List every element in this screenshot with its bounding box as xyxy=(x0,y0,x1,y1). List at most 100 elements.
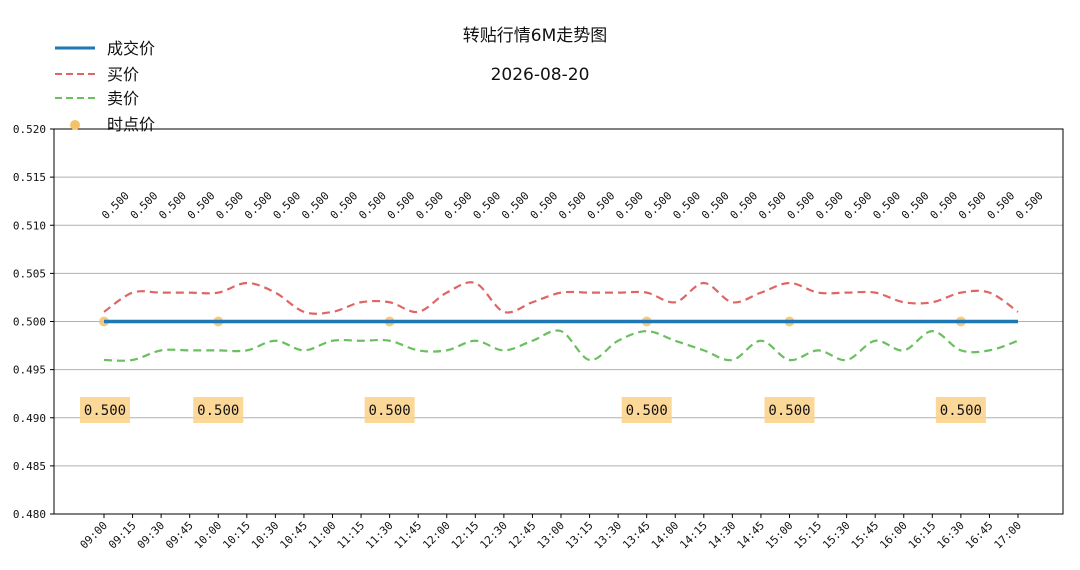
legend-label-trade-price: 成交价 xyxy=(107,39,155,58)
y-tick-label: 0.500 xyxy=(13,316,46,329)
x-tick-label: 09:15 xyxy=(106,519,139,552)
x-tick-label: 15:45 xyxy=(849,519,882,552)
series-layer xyxy=(99,281,1019,362)
x-tick-label: 15:15 xyxy=(792,519,825,552)
x-tick-label: 15:30 xyxy=(820,519,853,552)
data-label: 0.500 xyxy=(956,189,989,222)
data-label: 0.500 xyxy=(928,189,961,222)
x-tick-label: 11:00 xyxy=(306,519,339,552)
x-tick-label: 14:15 xyxy=(677,519,710,552)
data-label: 0.500 xyxy=(528,189,561,222)
chart-subtitle: 2026-08-20 xyxy=(491,65,590,85)
x-tick-label: 09:00 xyxy=(78,519,111,552)
legend-label-ask-price: 卖价 xyxy=(107,89,139,108)
data-label: 0.500 xyxy=(899,189,932,222)
x-tick-label: 14:00 xyxy=(649,519,682,552)
x-tick-label: 10:15 xyxy=(220,519,253,552)
x-tick-label: 16:45 xyxy=(963,519,996,552)
x-tick-label: 14:45 xyxy=(734,519,767,552)
point-price-label: 0.500 xyxy=(369,403,411,419)
series-line-bid-price xyxy=(103,281,1019,315)
point-price-label-box xyxy=(193,397,244,423)
x-tick-label: 11:45 xyxy=(392,519,425,552)
point-price-label: 0.500 xyxy=(84,403,126,419)
x-tick-label: 10:30 xyxy=(249,519,282,552)
data-label: 0.500 xyxy=(471,189,504,222)
data-label: 0.500 xyxy=(813,189,846,222)
data-label: 0.500 xyxy=(642,189,675,222)
axis-layer: 0.480 0.485 0.490 0.495 0.500 0.505 0.510 0.515… xyxy=(13,123,1024,552)
x-tick-label: 13:15 xyxy=(563,519,596,552)
point-price-label: 0.500 xyxy=(940,403,982,419)
data-label: 0.500 xyxy=(328,189,361,222)
x-tick-label: 15:00 xyxy=(763,519,796,552)
legend-label-bid-price: 买价 xyxy=(107,65,139,84)
legend-swatch-point-price xyxy=(70,120,80,130)
data-label: 0.500 xyxy=(99,189,132,222)
x-tick-label: 11:15 xyxy=(335,519,368,552)
data-label: 0.500 xyxy=(1013,189,1046,222)
y-tick-label: 0.520 xyxy=(13,123,46,136)
y-tick-label: 0.480 xyxy=(13,508,46,521)
point-price-label: 0.500 xyxy=(197,403,239,419)
legend: 成交价 买价 卖价 时点价 xyxy=(55,39,155,134)
data-label: 0.500 xyxy=(385,189,418,222)
data-label: 0.500 xyxy=(670,189,703,222)
y-tick-label: 0.485 xyxy=(13,460,46,473)
point-price-label-box xyxy=(621,397,672,423)
data-label: 0.500 xyxy=(156,189,189,222)
point-price-label-box xyxy=(80,397,130,423)
x-tick-label: 16:00 xyxy=(877,519,910,552)
x-tick-label: 13:45 xyxy=(620,519,653,552)
data-label: 0.500 xyxy=(242,189,275,222)
data-label: 0.500 xyxy=(756,189,789,222)
series-line-ask-price xyxy=(103,329,1019,362)
x-tick-label: 16:30 xyxy=(934,519,967,552)
data-label: 0.500 xyxy=(499,189,532,222)
y-tick-label: 0.495 xyxy=(13,364,46,377)
x-tick-label: 13:00 xyxy=(535,519,568,552)
data-label: 0.500 xyxy=(870,189,903,222)
x-tick-label: 12:30 xyxy=(477,519,510,552)
data-label: 0.500 xyxy=(213,189,246,222)
x-tick-label: 13:30 xyxy=(592,519,625,552)
data-label: 0.500 xyxy=(413,189,446,222)
point-price-label-box xyxy=(764,397,815,423)
x-tick-label: 17:00 xyxy=(992,519,1025,552)
data-label: 0.500 xyxy=(842,189,875,222)
point-price-label-box xyxy=(935,397,986,423)
point-price-label-box xyxy=(364,397,415,423)
x-tick-label: 11:30 xyxy=(363,519,396,552)
point-price-label: 0.500 xyxy=(768,403,810,419)
x-tick-label: 10:00 xyxy=(192,519,225,552)
data-label: 0.500 xyxy=(299,189,332,222)
data-label: 0.500 xyxy=(699,189,732,222)
data-label: 0.500 xyxy=(556,189,589,222)
data-label: 0.500 xyxy=(442,189,475,222)
y-tick-label: 0.515 xyxy=(13,171,46,184)
x-tick-label: 12:15 xyxy=(449,519,482,552)
x-tick-label: 12:45 xyxy=(506,519,539,552)
data-label: 0.500 xyxy=(785,189,818,222)
x-tick-label: 09:30 xyxy=(135,519,168,552)
x-tick-label: 12:00 xyxy=(420,519,453,552)
x-tick-label: 14:30 xyxy=(706,519,739,552)
x-tick-label: 10:45 xyxy=(277,519,310,552)
data-label: 0.500 xyxy=(585,189,618,222)
y-tick-label: 0.505 xyxy=(13,267,46,280)
data-label: 0.500 xyxy=(271,189,304,222)
data-label: 0.500 xyxy=(985,189,1018,222)
data-label: 0.500 xyxy=(613,189,646,222)
y-tick-label: 0.510 xyxy=(13,219,46,232)
x-tick-label: 09:45 xyxy=(163,519,196,552)
chart-title: 转贴行情6M走势图 xyxy=(463,26,607,46)
legend-label-point-price: 时点价 xyxy=(107,115,155,134)
data-label-layer: 0.5000.5000.5000.5000.5000.5000.5000.500… xyxy=(80,189,1046,423)
data-label: 0.500 xyxy=(128,189,161,222)
x-tick-label: 16:15 xyxy=(906,519,939,552)
data-label: 0.500 xyxy=(356,189,389,222)
data-label: 0.500 xyxy=(185,189,218,222)
point-price-label: 0.500 xyxy=(626,403,668,419)
y-tick-label: 0.490 xyxy=(13,412,46,425)
